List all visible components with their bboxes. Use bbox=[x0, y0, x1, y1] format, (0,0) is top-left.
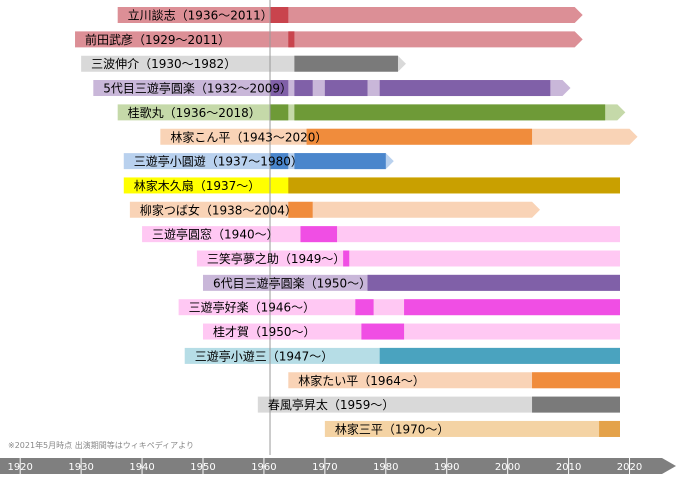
axis-band bbox=[0, 458, 676, 474]
series-label: 林家木久扇（1937～） bbox=[134, 178, 261, 193]
axis-tick-label: 1980 bbox=[373, 462, 398, 473]
timeline-row bbox=[93, 80, 571, 97]
series-label: 三笑亭夢之助（1949～） bbox=[207, 251, 346, 266]
tenure-segment bbox=[270, 7, 289, 23]
tenure-segment bbox=[288, 201, 313, 218]
tenure-segment bbox=[294, 104, 606, 121]
tenure-segment bbox=[270, 80, 289, 97]
timeline-row bbox=[129, 201, 541, 218]
timeline-row bbox=[160, 128, 638, 145]
series-label: 前田武彦（1929～2011） bbox=[85, 32, 230, 47]
tenure-segment bbox=[599, 420, 620, 437]
tenure-segment bbox=[343, 250, 350, 267]
tenure-segment bbox=[355, 299, 374, 316]
series-label: 6代目三遊亭圓楽（1950～） bbox=[213, 275, 371, 290]
series-label: 林家たい平（1964～） bbox=[298, 373, 425, 388]
tenure-segment bbox=[532, 372, 620, 389]
timeline-row bbox=[202, 323, 620, 340]
series-label: 三遊亭圓窓（1940～） bbox=[152, 227, 279, 242]
tenure-segment bbox=[270, 153, 289, 170]
axis-tick-label: 1920 bbox=[7, 462, 32, 473]
lifespan-bar bbox=[257, 396, 620, 413]
axis-tick-label: 2020 bbox=[617, 462, 642, 473]
axis-tick-label: 2000 bbox=[495, 462, 520, 473]
timeline-row bbox=[75, 31, 583, 48]
series-label: 三遊亭好楽（1946～） bbox=[189, 300, 316, 315]
axis-tick-label: 1970 bbox=[312, 462, 337, 473]
axis-tick-label: 1930 bbox=[68, 462, 93, 473]
lifespan-bar bbox=[202, 323, 620, 340]
timeline-row bbox=[202, 274, 620, 291]
tenure-segment bbox=[288, 31, 295, 48]
year-axis: 1920 1930 1940 1950 1960 1970 1980 1990 2000 2010… bbox=[0, 458, 676, 474]
axis-tick-label: 2010 bbox=[556, 462, 581, 473]
tenure-segment bbox=[294, 80, 313, 97]
tenure-segment bbox=[294, 153, 386, 170]
tenure-segment bbox=[294, 55, 398, 72]
timeline-row bbox=[117, 104, 626, 121]
axis-tick-label: 1940 bbox=[129, 462, 154, 473]
timeline-row bbox=[142, 226, 620, 243]
lifespan-bar bbox=[75, 31, 583, 48]
tenure-segment bbox=[404, 299, 620, 316]
tenure-segment bbox=[379, 80, 551, 97]
timeline-row bbox=[81, 55, 406, 72]
series-label: 柳家つば女（1938～2004） bbox=[140, 202, 297, 217]
tenure-segment bbox=[300, 226, 338, 243]
tenure-segment bbox=[270, 104, 289, 121]
lifespan-bar bbox=[129, 201, 541, 218]
series-label: 春風亭昇太（1959～） bbox=[268, 397, 395, 412]
series-label: 三波伸介（1930～1982） bbox=[91, 57, 236, 71]
timeline-row bbox=[196, 250, 620, 267]
series-label: 林家こん平（1943～2020） bbox=[170, 129, 327, 144]
lifespan-bar bbox=[324, 420, 620, 437]
tenure-segment bbox=[324, 80, 368, 97]
series-label: 林家三平（1970～） bbox=[335, 421, 450, 436]
timeline-row bbox=[288, 372, 620, 389]
lifespan-bar bbox=[142, 226, 620, 243]
timeline-row bbox=[123, 153, 394, 170]
timeline-row bbox=[123, 177, 621, 194]
axis-tick-label: 1960 bbox=[251, 462, 276, 473]
series-label: 5代目三遊亭圓楽（1932～2009） bbox=[103, 81, 292, 96]
bars-layer bbox=[75, 7, 638, 437]
lifespan-bar bbox=[117, 7, 583, 23]
series-label: 立川談志（1936～2011） bbox=[128, 8, 273, 23]
tenure-segment bbox=[367, 274, 620, 291]
tenure-segment bbox=[379, 347, 620, 364]
series-label: 三遊亭小遊三（1947～） bbox=[195, 348, 334, 363]
tenure-segment bbox=[306, 128, 533, 145]
labels-layer: 立川談志（1936～2011） 前田武彦（1929～2011） 三波伸介（1930～… bbox=[85, 8, 449, 437]
tenure-segment bbox=[288, 177, 620, 194]
timeline-row bbox=[117, 7, 583, 23]
series-label: 桂歌丸（1936～2018） bbox=[128, 105, 261, 120]
tenure-segment bbox=[532, 396, 620, 413]
tenure-segment bbox=[361, 323, 405, 340]
axis-tick-label: 1990 bbox=[434, 462, 459, 473]
series-label: 三遊亭小圓遊（1937～1980） bbox=[134, 154, 303, 169]
timeline-row bbox=[257, 396, 620, 413]
lifespan-bar bbox=[196, 250, 620, 267]
timeline-row bbox=[178, 299, 620, 316]
timeline-row bbox=[184, 347, 621, 364]
timeline-row bbox=[324, 420, 620, 437]
series-label: 桂才賀（1950～） bbox=[213, 324, 316, 339]
axis-tick-label: 1950 bbox=[190, 462, 215, 473]
source-footnote: ※2021年5月時点 出演期間等はウィキペディアより bbox=[8, 441, 194, 450]
